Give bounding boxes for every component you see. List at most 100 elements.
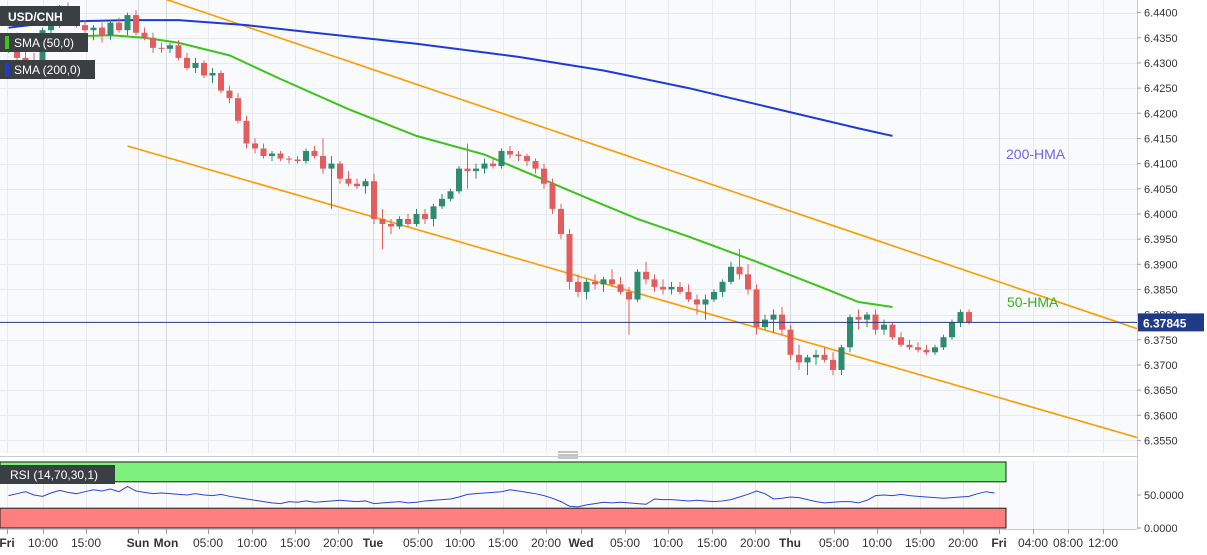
candle	[201, 60, 207, 79]
time-tick-label: 15:00	[697, 536, 727, 550]
candle-body	[600, 279, 607, 285]
time-tick-label: Tue	[363, 536, 384, 550]
time-tick-label: 04:00	[1018, 536, 1048, 550]
price-axis: 6.4400 6.4350 6.4300 6.4250 6.4200 6.4150 6.41…	[1137, 0, 1207, 555]
candle-body	[294, 159, 301, 162]
candle	[753, 284, 760, 335]
candle	[481, 158, 488, 174]
annotation-200-hma: 200-HMA	[1006, 146, 1066, 162]
candle-body	[507, 151, 513, 155]
candle-body	[549, 183, 556, 209]
candle-body	[167, 45, 173, 49]
candle	[711, 289, 717, 302]
candle	[898, 332, 904, 348]
time-tick-label: Wed	[568, 536, 593, 550]
candle	[838, 344, 845, 375]
candle	[634, 269, 641, 302]
indicator-sma50-label: SMA (50,0)	[14, 36, 74, 50]
candle	[430, 203, 437, 227]
candle	[439, 193, 445, 209]
candle	[515, 151, 522, 162]
candle-body	[957, 312, 964, 323]
rsi-pane: 50.0000 0.0000 RSI (14,70,30,1)	[0, 461, 1184, 535]
candle-body	[379, 218, 386, 224]
candle	[949, 319, 955, 340]
candle-body	[889, 324, 896, 338]
candle-body	[303, 151, 309, 162]
time-tick-label: 05:00	[819, 536, 849, 550]
candle-body	[677, 286, 683, 292]
time-tick-label: 20:00	[531, 536, 561, 550]
indicator-sma50-badge: SMA (50,0)	[0, 33, 88, 52]
candle-body	[133, 15, 139, 33]
candle-body	[328, 163, 335, 169]
candle-body	[260, 148, 267, 157]
candle	[558, 203, 564, 240]
candle	[532, 158, 539, 174]
price-tick-label: 6.4150	[1144, 133, 1178, 145]
price-tick-label: 6.3950	[1144, 234, 1178, 246]
candle	[889, 322, 896, 340]
candle	[218, 70, 224, 94]
candle-body	[541, 168, 547, 184]
candle-body	[855, 317, 862, 320]
time-tick-label: 10:00	[862, 536, 892, 550]
candle-body	[617, 284, 624, 292]
candle	[226, 85, 233, 104]
candle	[388, 218, 394, 235]
candle	[830, 352, 836, 375]
candle-body	[736, 266, 743, 275]
candle	[787, 324, 794, 360]
price-tick-label: 6.3600	[1144, 410, 1178, 422]
candle	[796, 344, 802, 370]
candle	[821, 347, 828, 363]
rsi-line	[8, 485, 995, 508]
candle-body	[532, 161, 539, 169]
time-tick-label: 12:00	[1088, 536, 1118, 550]
candle-body	[762, 319, 768, 328]
candle	[685, 284, 692, 302]
time-tick-label: 05:00	[610, 536, 640, 550]
trend-channel	[127, 0, 1157, 444]
candle-body	[447, 191, 454, 199]
candle-body	[923, 349, 930, 353]
candle-body	[524, 156, 530, 162]
candle	[855, 309, 862, 330]
candle	[447, 188, 454, 202]
candle	[736, 249, 743, 280]
candle-body	[337, 163, 343, 179]
candle-body	[439, 198, 445, 207]
candle-body	[915, 347, 921, 350]
candle	[847, 314, 853, 353]
candle	[124, 12, 131, 36]
indicator-sma200-badge: SMA (200,0)	[0, 60, 95, 79]
rsi-legend-label: RSI (14,70,30,1)	[10, 468, 98, 482]
price-tick-label: 6.3550	[1144, 435, 1178, 447]
candle-body	[243, 120, 250, 144]
indicator-badge-bg	[0, 33, 88, 52]
candle	[473, 163, 479, 179]
candle	[413, 208, 420, 227]
candle-body	[158, 47, 165, 49]
price-tick-label: 6.4300	[1144, 58, 1178, 70]
candle	[235, 93, 241, 124]
candle-body	[456, 168, 462, 192]
candle	[694, 294, 700, 315]
price-legend: USD/CNH SMA (50,0) SMA (200,0)	[0, 6, 95, 79]
pane-resize-handle[interactable]	[558, 451, 578, 459]
time-tick-label: Fri	[0, 536, 15, 550]
candle	[592, 274, 598, 290]
candle-body	[796, 354, 802, 363]
candle-body	[286, 158, 292, 160]
time-tick-label: 08:00	[1053, 536, 1083, 550]
candle	[158, 42, 165, 53]
candle-body	[464, 168, 471, 172]
candle-body	[396, 218, 403, 227]
candle-body	[405, 218, 411, 224]
candle	[303, 148, 309, 164]
candle-body	[881, 324, 887, 330]
candle-body	[838, 347, 845, 370]
candle	[957, 309, 964, 328]
last-price-label: 6.37845	[1143, 316, 1187, 330]
